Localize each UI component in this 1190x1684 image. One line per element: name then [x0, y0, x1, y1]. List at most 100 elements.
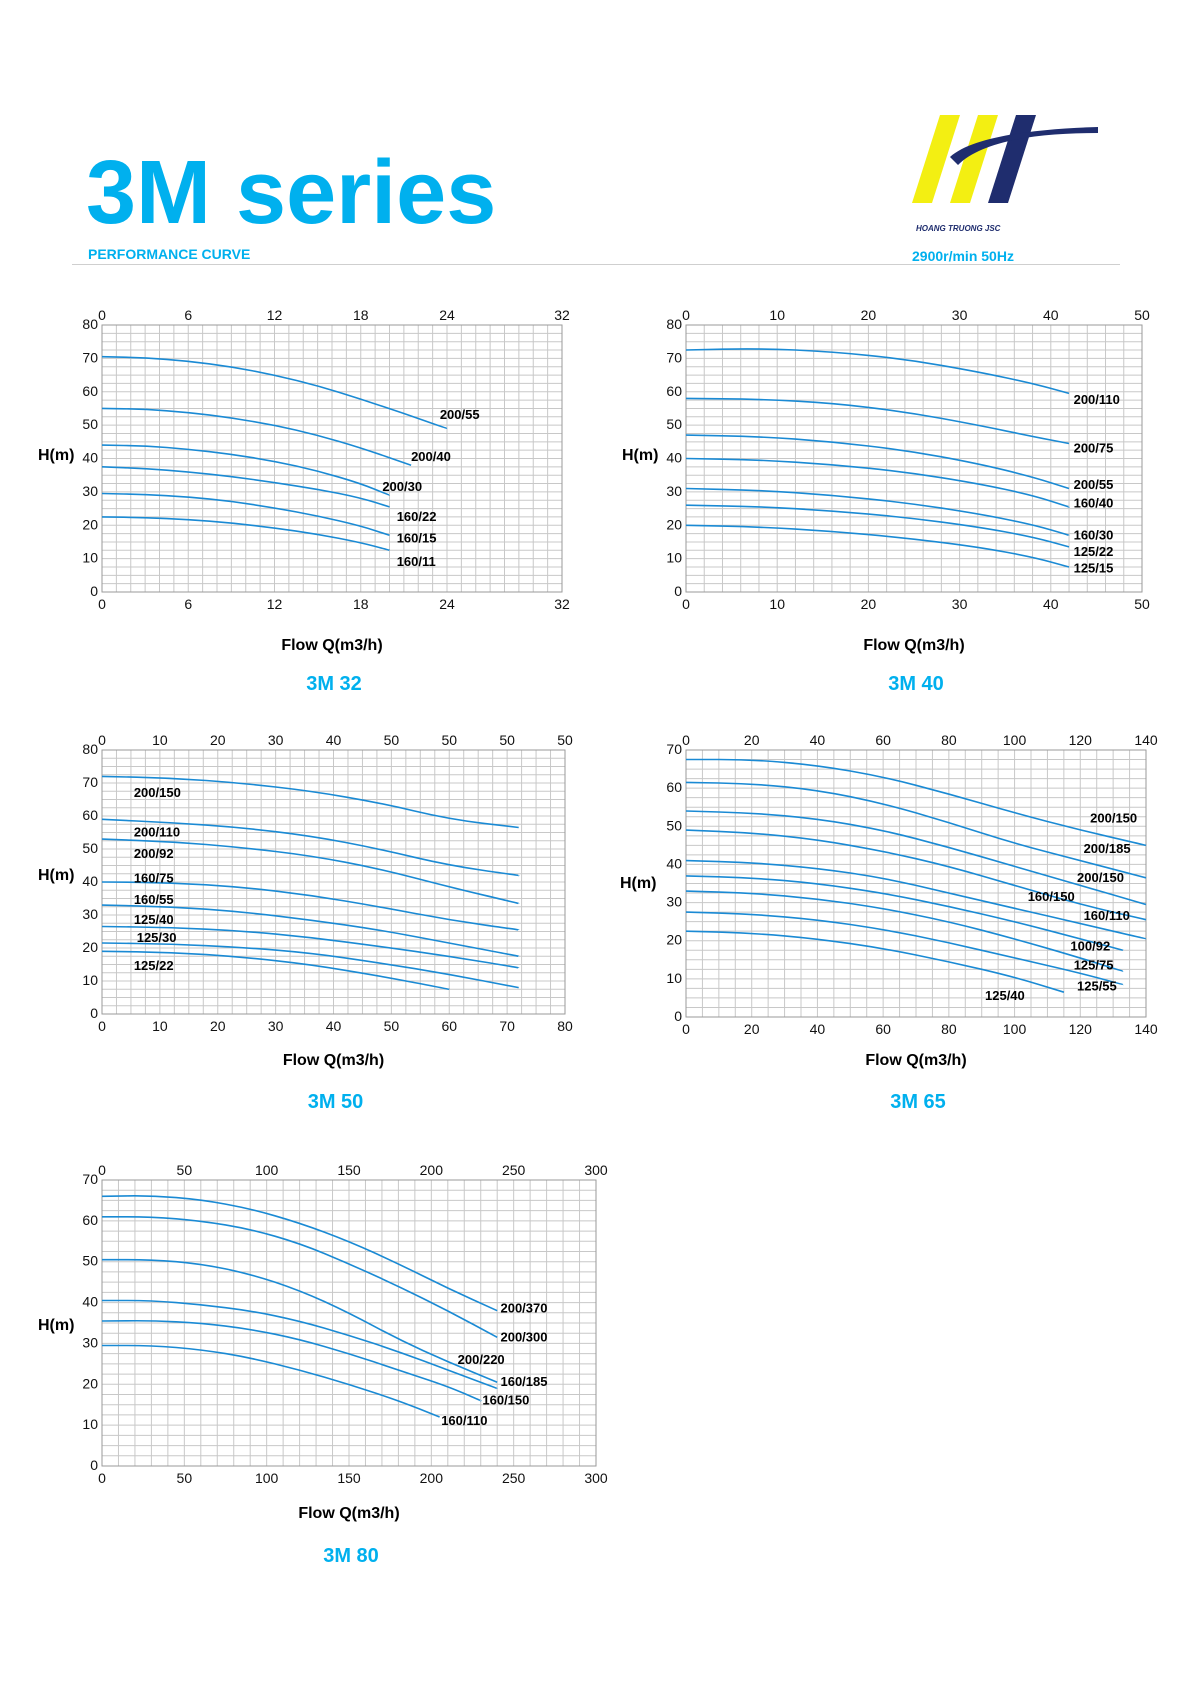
x-top-tick-label: 60: [875, 732, 891, 748]
x-tick-label: 60: [875, 1021, 891, 1037]
curve-label: 125/40: [985, 988, 1025, 1003]
y-tick-label: 0: [90, 583, 98, 599]
curve-label: 200/150: [134, 785, 181, 800]
x-tick-label: 0: [98, 596, 106, 612]
y-tick-label: 30: [82, 483, 98, 499]
curve-label: 160/11: [397, 554, 436, 569]
y-tick-label: 0: [90, 1457, 98, 1473]
x-top-tick-label: 200: [420, 1162, 444, 1178]
y-tick-label: 60: [82, 807, 98, 823]
x-top-tick-label: 50: [441, 732, 457, 748]
pump-curve-200-30: [101, 444, 391, 497]
curve-label: 125/75: [1074, 958, 1114, 973]
y-tick-label: 20: [82, 939, 98, 955]
y-tick-label: 20: [82, 516, 98, 532]
pump-curve-125-40: [101, 925, 520, 969]
pump-curve-125-30: [101, 942, 519, 989]
x-top-tick-label: 100: [255, 1162, 279, 1178]
x-tick-label: 300: [584, 1470, 608, 1486]
pump-curve-200-75: [685, 397, 1070, 445]
plot-frame: [685, 749, 1147, 1018]
x-tick-label: 50: [177, 1470, 193, 1486]
y-tick-label: 50: [82, 1253, 98, 1269]
x-tick-label: 20: [861, 596, 877, 612]
x-top-tick-label: 40: [1043, 307, 1059, 323]
curve-label: 160/22: [397, 509, 437, 524]
y-tick-label: 20: [82, 1375, 98, 1391]
y-tick-label: 70: [82, 774, 98, 790]
x-tick-label: 30: [952, 596, 968, 612]
page-subtitle: PERFORMANCE CURVE: [88, 246, 251, 262]
y-tick-label: 30: [666, 483, 682, 499]
y-tick-label: 50: [82, 840, 98, 856]
y-axis-label: H(m): [38, 447, 74, 464]
curve-label: 160/75: [134, 871, 174, 886]
x-tick-label: 50: [384, 1018, 400, 1034]
x-top-tick-label: 10: [152, 732, 168, 748]
logo-navy-swoosh: [950, 127, 1098, 165]
x-top-tick-label: 100: [1003, 732, 1027, 748]
curve-label: 200/300: [500, 1329, 547, 1344]
curve-label: 160/150: [1028, 889, 1075, 904]
y-tick-label: 0: [674, 1008, 682, 1024]
x-tick-label: 50: [1134, 596, 1150, 612]
grid: [101, 1179, 597, 1467]
x-tick-label: 32: [554, 596, 570, 612]
curve-label: 160/110: [441, 1413, 487, 1428]
x-tick-label: 40: [1043, 596, 1059, 612]
y-tick-label: 70: [82, 349, 98, 365]
y-axis-label: H(m): [38, 1317, 74, 1334]
y-tick-label: 50: [666, 817, 682, 833]
x-tick-label: 60: [441, 1018, 457, 1034]
curve-label: 125/55: [1077, 978, 1117, 993]
pump-curve-100-92: [685, 875, 1124, 952]
pump-curve-200-185: [685, 781, 1147, 879]
chart-3m-40: 0 10 20 30 40 50 0 10 20 30 40 50 0 10 20 30 40 50 60 70 80 H…: [622, 307, 1150, 695]
curve-label: 125/22: [134, 958, 174, 973]
curve-label: 125/15: [1074, 561, 1114, 576]
chart-3m-80: 0 50 100 150 200 250 300 0 50 100 150 200 250 300 0 10 2…: [38, 1162, 608, 1567]
chart-title: 3M 80: [323, 1545, 379, 1567]
x-top-tick-label: 32: [554, 307, 570, 323]
logo-text: HOANG TRUONG JSC: [916, 224, 1001, 233]
pump-curve-125-75: [685, 890, 1124, 973]
x-top-tick-label: 120: [1069, 732, 1093, 748]
curve-label: 200/55: [1074, 477, 1114, 492]
x-tick-label: 12: [267, 596, 283, 612]
speed-rating: 2900r/min 50Hz: [912, 248, 1014, 264]
chart-3m-50: 0 10 20 30 40 50 60 70 800 10 20 30 40 50 50 50 50010203…: [38, 732, 573, 1113]
curve-label: 160/30: [1074, 527, 1114, 542]
pump-curve-160-150: [685, 829, 1147, 921]
pump-curve-200-110: [101, 818, 520, 877]
curve-label: 200/150: [1090, 811, 1137, 826]
y-tick-label: 80: [666, 316, 682, 332]
x-tick-label: 120: [1069, 1021, 1093, 1037]
x-tick-label: 70: [499, 1018, 515, 1034]
x-tick-label: 40: [810, 1021, 826, 1037]
curve-label: 200/40: [411, 449, 451, 464]
x-top-tick-label: 0: [98, 307, 106, 323]
pump-curve-160-40: [685, 457, 1070, 508]
y-tick-label: 80: [82, 316, 98, 332]
x-top-tick-label: 300: [584, 1162, 608, 1178]
pump-curve-160-11: [101, 516, 391, 552]
x-axis-label: Flow Q(m3/h): [283, 1052, 384, 1069]
pump-curve-200-55: [685, 434, 1070, 490]
x-tick-label: 140: [1134, 1021, 1158, 1037]
chart-3m-65: 0 20 40 60 80 100 120 140 0 20 40 60 80 100 120 140 0 10 2…: [620, 732, 1158, 1113]
x-tick-label: 80: [941, 1021, 957, 1037]
x-tick-label: 0: [98, 1470, 106, 1486]
y-tick-label: 70: [666, 741, 682, 757]
pump-curve-200-92: [101, 838, 520, 905]
pump-curve-200-55: [101, 355, 448, 430]
pump-curve-200-150: [685, 758, 1147, 847]
x-tick-label: 80: [557, 1018, 573, 1034]
y-axis-label: H(m): [38, 867, 74, 884]
curve-label: 200/92: [134, 846, 174, 861]
chart-3m-32: 0 6 12 18 24 32 0 6 12 18 24 32 0 10 20 30 40 50 60 70 80 H(m…: [38, 307, 570, 695]
y-tick-label: 80: [82, 741, 98, 757]
company-logo: [912, 115, 1098, 203]
y-axis-label: H(m): [620, 875, 656, 892]
pump-curve-200-370: [101, 1195, 498, 1312]
x-axis-label: Flow Q(m3/h): [865, 1052, 966, 1069]
